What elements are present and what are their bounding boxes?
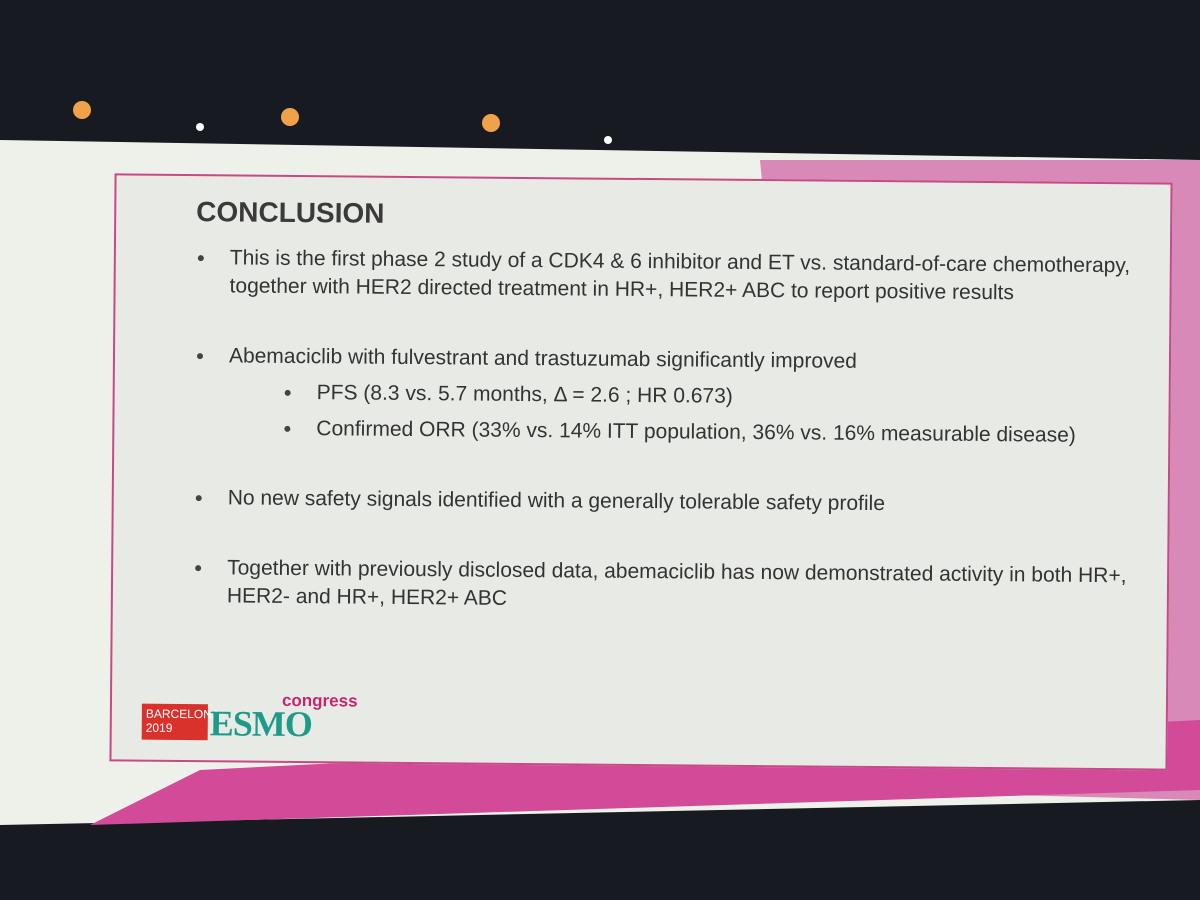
- logo-event: congress: [281, 690, 358, 711]
- slide: CONCLUSION This is the first phase 2 stu…: [109, 173, 1173, 771]
- bullet-text: Abemaciclib with fulvestrant and trastuz…: [228, 344, 858, 373]
- stage-light: [604, 136, 612, 144]
- logo-box: BARCELONA 2019: [141, 703, 220, 741]
- logo-year: 2019: [145, 720, 173, 735]
- slide-title: CONCLUSION: [196, 196, 385, 229]
- bullet-text: This is the first phase 2 study of a CDK…: [229, 246, 1131, 305]
- bullet-text: No new safety signals identified with a …: [227, 486, 886, 516]
- stage-light: [73, 101, 91, 119]
- bullet: This is the first phase 2 study of a CDK…: [195, 244, 1135, 308]
- logo-city: BARCELONA: [145, 706, 220, 722]
- stage-light: [482, 114, 500, 132]
- stage-light: [196, 123, 204, 131]
- stage-light: [281, 108, 299, 126]
- sub-bullet: PFS (8.3 vs. 5.7 months, Δ = 2.6 ; HR 0.…: [229, 378, 1135, 414]
- bullet-list: This is the first phase 2 study of a CDK…: [192, 244, 1136, 660]
- bullet: Abemaciclib with fulvestrant and trastuz…: [194, 342, 1135, 450]
- bullet: Together with previously disclosed data,…: [193, 554, 1133, 618]
- bullet-text: Together with previously disclosed data,…: [226, 556, 1127, 610]
- sub-bullet: Confirmed ORR (33% vs. 14% ITT populatio…: [228, 414, 1134, 450]
- bullet: No new safety signals identified with a …: [194, 484, 1134, 520]
